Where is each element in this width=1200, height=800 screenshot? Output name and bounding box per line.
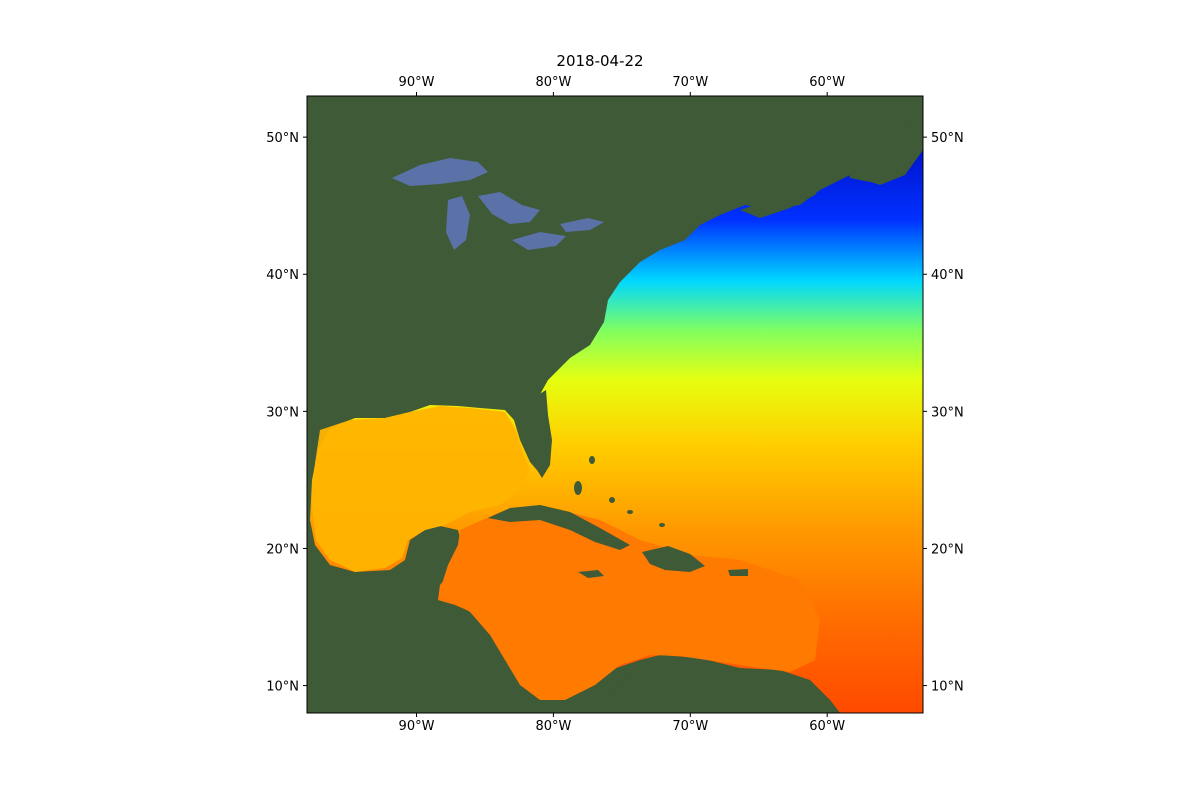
hispaniola <box>642 546 705 572</box>
lat-tick-label-left: 50°N <box>266 131 299 146</box>
lat-tick-label-right: 40°N <box>931 268 964 283</box>
lat-tick-label-left: 30°N <box>266 405 299 420</box>
gulf-of-mexico <box>312 406 530 572</box>
nova-scotia <box>740 180 825 218</box>
bahamas <box>574 456 665 527</box>
lat-tick-label-right: 30°N <box>931 405 964 420</box>
lon-tick-label-bottom: 80°W <box>535 719 571 734</box>
cuba <box>488 505 630 550</box>
caribbean-sea <box>440 505 820 700</box>
lon-tick-label-top: 80°W <box>535 75 571 90</box>
great-lakes <box>392 158 604 250</box>
map-title: 2018-04-22 <box>556 52 644 70</box>
lon-tick-label-top: 90°W <box>399 75 435 90</box>
north-america-land <box>307 96 923 713</box>
florida <box>508 390 552 478</box>
south-america <box>590 660 840 713</box>
lat-tick-label-left: 40°N <box>266 268 299 283</box>
puerto-rico <box>728 569 748 576</box>
lat-tick-label-left: 10°N <box>266 680 299 695</box>
lat-tick-label-right: 50°N <box>931 131 964 146</box>
lon-tick-label-bottom: 60°W <box>809 719 845 734</box>
lon-tick-label-top: 70°W <box>672 75 708 90</box>
map-canvas <box>307 96 923 713</box>
newfoundland <box>845 118 915 182</box>
lat-tick-label-left: 20°N <box>266 542 299 557</box>
lon-tick-label-top: 60°W <box>809 75 845 90</box>
jamaica <box>578 570 604 578</box>
map-frame <box>306 95 924 714</box>
tick-layer: 90°W 90°W 80°W 80°W 70°W 70°W 60°W 60°W 50°N 50°N… <box>266 75 964 734</box>
lat-tick-label-right: 20°N <box>931 542 964 557</box>
lon-tick-label-bottom: 90°W <box>399 719 435 734</box>
lon-tick-label-bottom: 70°W <box>672 719 708 734</box>
lat-tick-label-right: 10°N <box>931 680 964 695</box>
